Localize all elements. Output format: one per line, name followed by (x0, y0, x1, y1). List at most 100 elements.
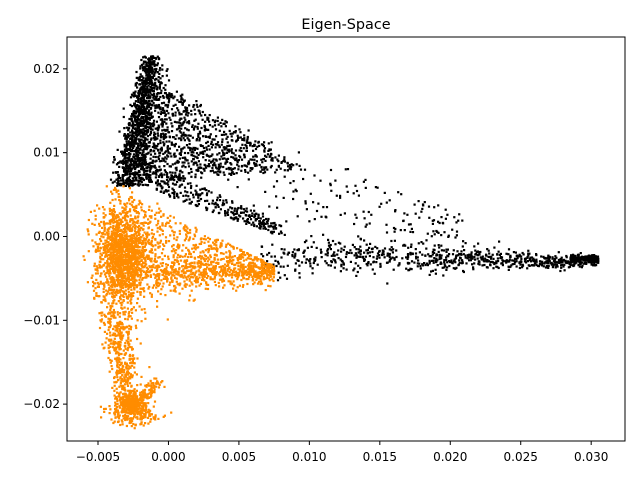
black-point (274, 227, 278, 230)
black-point (277, 160, 280, 163)
orange-point (125, 214, 128, 217)
black-point (166, 162, 169, 166)
black-point (171, 112, 174, 115)
black-point (155, 137, 158, 140)
black-point (131, 141, 134, 144)
orange-point (129, 274, 132, 277)
black-point (227, 208, 230, 211)
orange-point (121, 280, 125, 283)
orange-point (121, 246, 124, 249)
orange-point (158, 207, 161, 210)
black-point (440, 257, 443, 260)
black-point (215, 143, 218, 146)
black-point (178, 174, 181, 177)
orange-point (99, 246, 102, 249)
black-point (255, 225, 258, 228)
black-point (506, 260, 509, 263)
black-point (261, 215, 265, 218)
black-point (262, 157, 265, 161)
black-point (128, 117, 131, 121)
black-point (339, 196, 342, 199)
orange-point (102, 249, 105, 252)
orange-point (123, 313, 126, 316)
black-point (138, 161, 141, 164)
black-point (275, 264, 278, 268)
black-point (151, 75, 154, 78)
orange-point (127, 290, 130, 294)
black-point (428, 255, 431, 258)
black-point (140, 63, 143, 66)
black-point (141, 110, 144, 113)
black-point (254, 147, 258, 151)
black-point (187, 112, 190, 115)
black-point (189, 182, 192, 185)
orange-point (107, 283, 110, 286)
black-point (164, 182, 168, 185)
black-point (358, 250, 361, 253)
orange-point (102, 246, 105, 249)
black-point (147, 176, 150, 179)
black-point (339, 270, 342, 273)
black-point (505, 261, 508, 264)
black-point (190, 109, 193, 112)
black-point (404, 244, 407, 247)
orange-point (91, 274, 94, 277)
black-point (457, 254, 460, 257)
black-point (192, 193, 195, 196)
black-point (171, 94, 174, 97)
black-point (253, 213, 256, 216)
orange-point (115, 191, 118, 194)
orange-point (114, 245, 117, 248)
black-point (153, 98, 156, 101)
black-point (216, 170, 219, 173)
orange-point (94, 249, 97, 252)
black-point (488, 260, 491, 263)
black-point (151, 84, 154, 87)
black-point (308, 220, 311, 223)
black-point (201, 187, 204, 190)
black-point (136, 163, 140, 166)
black-point (179, 169, 182, 172)
black-point (226, 157, 230, 160)
black-point (132, 115, 135, 118)
orange-point (106, 261, 109, 264)
black-point (484, 257, 487, 260)
black-point (550, 263, 553, 266)
orange-point (86, 281, 89, 284)
black-point (120, 161, 123, 164)
black-point (443, 261, 446, 264)
black-point (199, 144, 202, 147)
orange-point (131, 273, 134, 276)
black-point (120, 179, 123, 182)
black-point (123, 143, 126, 146)
black-point (151, 68, 154, 71)
black-point (162, 159, 165, 162)
orange-point (121, 248, 124, 251)
black-point (562, 259, 565, 262)
black-point (434, 259, 437, 262)
black-point (162, 152, 165, 155)
black-point (234, 130, 237, 133)
black-point (192, 163, 195, 166)
black-point (249, 141, 252, 144)
black-point (459, 253, 462, 256)
black-point (123, 133, 126, 136)
black-point (163, 190, 166, 193)
orange-point (157, 219, 160, 222)
black-point (274, 223, 277, 226)
black-point (173, 120, 176, 123)
orange-point (115, 268, 118, 271)
black-point (149, 157, 152, 160)
black-point (118, 184, 121, 187)
black-point (158, 87, 161, 90)
black-point (473, 256, 476, 259)
black-point (195, 138, 199, 141)
black-point (150, 122, 153, 125)
black-point (427, 205, 431, 208)
black-point (447, 235, 450, 238)
orange-point (110, 277, 113, 280)
black-point (147, 95, 150, 98)
black-point (147, 64, 150, 67)
orange-point (141, 234, 145, 237)
black-point (128, 143, 131, 146)
